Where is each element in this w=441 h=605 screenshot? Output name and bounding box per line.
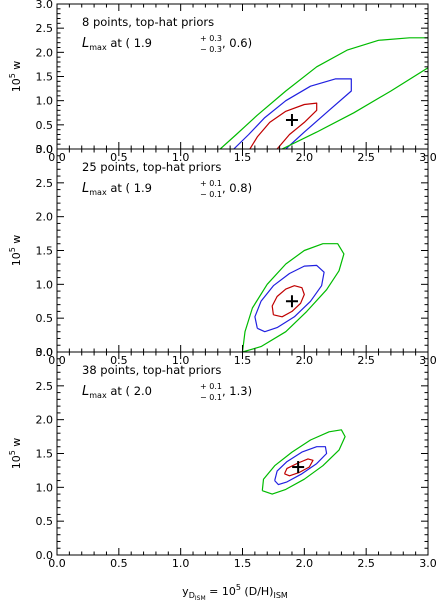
x-axis-title: yDISM = 105 (D/H)ISM [182, 583, 288, 602]
x-tick-label: 0.5 [110, 557, 128, 570]
y-tick-label: 2.0 [36, 414, 54, 427]
lmax-lower-error: − 0.1 [200, 190, 222, 199]
y-tick-label: 0.0 [36, 346, 54, 359]
x-tick-label: 2.5 [357, 557, 375, 570]
x-tick-label: 1.5 [234, 151, 252, 164]
y-tick-label: 0.0 [36, 549, 54, 562]
contours [219, 37, 428, 149]
lmax-annotation: Lmax at ( 1.9 [82, 181, 152, 197]
y-tick-label: 2.0 [36, 46, 54, 59]
x-tick-label: 2.0 [296, 557, 314, 570]
x-tick-label: 1.5 [234, 557, 252, 570]
lmax-annotation: Lmax at ( 1.9 [82, 36, 152, 52]
panel-annotation: 38 points, top-hat priors [82, 363, 221, 377]
x-tick-label: 2.5 [357, 354, 375, 367]
contours [261, 429, 346, 495]
x-tick-label: 1.0 [172, 354, 190, 367]
y-tick-label: 1.0 [36, 278, 54, 291]
y-tick-label: 1.5 [36, 71, 54, 84]
panel-frame [56, 148, 429, 353]
x-tick-label: 2.0 [296, 151, 314, 164]
contour-green-3 [241, 243, 345, 352]
y-tick-label: 2.5 [36, 380, 54, 393]
x-tick-label: 0.0 [48, 557, 66, 570]
lmax-lower-error: − 0.1 [200, 393, 222, 402]
y-tick-label: 3.0 [36, 0, 54, 11]
contour-red-1 [271, 285, 305, 318]
lmax-upper-error: + 0.1 [200, 382, 222, 391]
lmax-upper-error: + 0.1 [200, 179, 222, 188]
y-tick-label: 2.5 [36, 177, 54, 190]
panel-2: 0.0 0.5 1.0 1.5 2.0 2.5 3.00.00.51.01.52.02.53… [8, 143, 437, 367]
contour-green-4 [281, 67, 428, 149]
contour-green-3 [261, 429, 346, 495]
x-tick-label: 2.0 [296, 354, 314, 367]
y-tick-label: 2.5 [36, 22, 54, 35]
x-tick-label: 0.5 [110, 354, 128, 367]
x-tick-label: 1.0 [172, 151, 190, 164]
contour-blue-2 [254, 264, 325, 333]
x-tick-label: 1.0 [172, 557, 190, 570]
y-tick-label: 3.0 [36, 143, 54, 156]
y-tick-label: 1.5 [36, 448, 54, 461]
lmax-lower-error: − 0.3 [200, 45, 222, 54]
contour-red-1 [283, 458, 314, 477]
y-tick-label: 3.0 [36, 346, 54, 359]
x-tick-label: 2.5 [357, 151, 375, 164]
y-tick-label: 1.0 [36, 481, 54, 494]
panel-3: 0.0 0.5 1.0 1.5 2.0 2.5 3.00.00.51.01.52.02.53… [8, 346, 437, 570]
lmax-rest: , 0.6) [222, 36, 252, 50]
panel-frame [56, 351, 429, 556]
contour-blue-2 [274, 446, 328, 486]
panel-1: 0.0 0.5 1.0 1.5 2.0 2.5 3.00.00.51.01.52.02.53… [8, 0, 437, 164]
lmax-rest: , 1.3) [222, 384, 252, 398]
contour-blue-2 [233, 78, 352, 149]
contours [241, 243, 345, 352]
panel-annotation: 8 points, top-hat priors [82, 15, 214, 29]
y-tick-label: 2.0 [36, 211, 54, 224]
y-tick-label: 0.5 [36, 119, 54, 132]
x-tick-label: 0.5 [110, 151, 128, 164]
lmax-upper-error: + 0.3 [200, 34, 222, 43]
y-tick-label: 0.5 [36, 312, 54, 325]
lmax-rest: , 0.8) [222, 181, 252, 195]
contour-red-1 [249, 102, 318, 149]
x-tick-label: 3.0 [419, 557, 437, 570]
y-axis-title: 105 w [8, 61, 23, 93]
panel-annotation: 25 points, top-hat priors [82, 160, 221, 174]
y-tick-label: 0.5 [36, 515, 54, 528]
lmax-annotation: Lmax at ( 2.0 [82, 384, 152, 400]
y-tick-label: 1.0 [36, 95, 54, 108]
y-axis-title: 105 w [8, 438, 23, 470]
contour-green-3 [219, 37, 428, 149]
y-tick-label: 1.5 [36, 245, 54, 258]
y-tick-label: 0.0 [36, 143, 54, 156]
y-axis-title: 105 w [8, 235, 23, 267]
x-tick-label: 1.5 [234, 354, 252, 367]
